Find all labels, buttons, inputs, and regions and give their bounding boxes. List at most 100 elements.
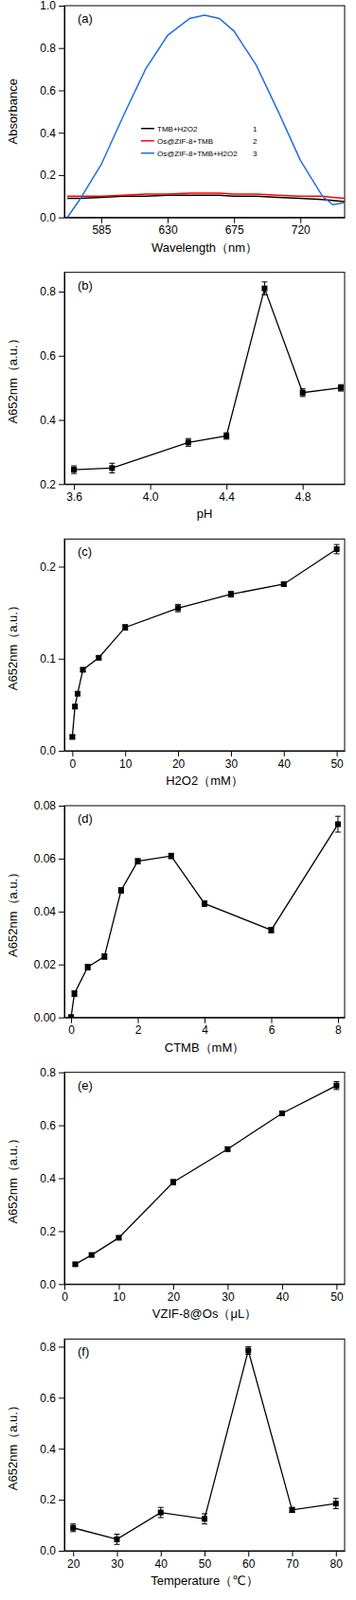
error-bar bbox=[70, 1524, 76, 1532]
data-point bbox=[170, 1179, 177, 1186]
y-tick-label: 0.6 bbox=[39, 84, 56, 98]
plot-frame bbox=[64, 1338, 345, 1551]
x-tick: 4.8 bbox=[295, 483, 312, 504]
x-tick-mark bbox=[300, 217, 302, 224]
data-point bbox=[69, 733, 75, 740]
y-tick: 0.0 bbox=[39, 744, 65, 758]
error-bar bbox=[71, 991, 78, 997]
data-point bbox=[71, 1261, 78, 1267]
data-point bbox=[168, 853, 175, 859]
y-tick: 0.8 bbox=[39, 41, 65, 55]
x-axis-title: H2O2（mM） bbox=[165, 773, 244, 788]
x-tick-mark bbox=[117, 1550, 119, 1557]
y-tick-label: 0.2 bbox=[39, 168, 56, 182]
series-line bbox=[67, 15, 345, 218]
data-point bbox=[95, 655, 102, 661]
error-bar bbox=[300, 389, 306, 397]
data-point bbox=[71, 703, 78, 710]
y-tick: 0.8 bbox=[39, 1340, 65, 1354]
y-tick-mark bbox=[58, 420, 65, 422]
y-tick-label: 0.2 bbox=[39, 478, 56, 492]
x-tick-label: 585 bbox=[91, 223, 111, 237]
x-tick-mark bbox=[138, 1017, 140, 1024]
x-tick: 720 bbox=[291, 217, 311, 238]
series-line bbox=[74, 1085, 337, 1265]
data-point bbox=[68, 1014, 74, 1018]
y-tick: 0.4 bbox=[39, 1442, 65, 1457]
marks bbox=[71, 282, 344, 474]
x-axis-title: VZIF-8@Os（μL） bbox=[152, 1306, 257, 1321]
error-bar bbox=[85, 964, 91, 971]
data-point bbox=[261, 285, 267, 292]
y-tick-label: 0.08 bbox=[34, 799, 57, 813]
legend-number: 2 bbox=[252, 137, 258, 146]
data-point bbox=[71, 466, 77, 473]
x-tick-mark bbox=[248, 1550, 250, 1557]
y-tick-label: 0.8 bbox=[39, 41, 56, 55]
panel-title: (a) bbox=[77, 11, 93, 26]
x-tick-mark bbox=[167, 217, 169, 224]
y-tick-mark bbox=[58, 48, 65, 50]
data-point bbox=[80, 666, 87, 673]
series-line bbox=[71, 824, 339, 1018]
y-tick-label: 0.8 bbox=[39, 1340, 56, 1354]
y-axis-title: A652nm（a.u.） bbox=[5, 332, 20, 424]
x-tick-mark bbox=[231, 750, 232, 757]
x-tick-label: 3.6 bbox=[66, 490, 83, 504]
y-tick-mark bbox=[58, 1346, 65, 1348]
x-tick-label: 8 bbox=[335, 1023, 342, 1037]
y-tick-mark bbox=[58, 1283, 65, 1285]
error-bar bbox=[168, 853, 175, 859]
x-tick-label: 20 bbox=[172, 757, 186, 771]
x-tick: 3.6 bbox=[66, 483, 83, 504]
x-tick: 0 bbox=[70, 750, 77, 771]
marks bbox=[70, 1346, 339, 1545]
data-point bbox=[101, 953, 107, 960]
data-point bbox=[201, 1515, 208, 1522]
marks bbox=[68, 816, 341, 1017]
y-tick-label: 0.0 bbox=[39, 1278, 56, 1292]
data-point bbox=[114, 1536, 121, 1543]
data-point bbox=[223, 433, 230, 440]
y-tick-label: 0.6 bbox=[39, 349, 56, 363]
y-tick: 0.1 bbox=[39, 652, 65, 666]
y-tick: 0.8 bbox=[39, 1066, 65, 1080]
y-tick-mark bbox=[58, 1448, 65, 1450]
data-point bbox=[135, 858, 142, 865]
x-tick-mark bbox=[71, 750, 73, 757]
x-tick: 585 bbox=[91, 217, 111, 238]
y-axis-title: A652nm（a.u.） bbox=[5, 599, 20, 691]
y-tick-label: 0.2 bbox=[39, 1493, 56, 1507]
legend-label: Os@ZIF-8+TMB bbox=[157, 137, 214, 146]
y-tick: 1.0 bbox=[39, 0, 65, 13]
x-tick-label: 30 bbox=[221, 1290, 235, 1304]
data-point bbox=[118, 887, 125, 893]
panel-title: (d) bbox=[77, 811, 93, 826]
x-tick-mark bbox=[150, 483, 152, 490]
y-tick-mark bbox=[58, 217, 65, 219]
x-tick: 80 bbox=[330, 1550, 344, 1571]
x-tick-label: 630 bbox=[159, 223, 178, 237]
y-tick-mark bbox=[58, 858, 65, 860]
data-point bbox=[108, 464, 115, 471]
y-axis-line bbox=[64, 272, 66, 485]
data-point bbox=[289, 1507, 296, 1513]
x-axis-title: Temperature（℃） bbox=[150, 1573, 259, 1588]
x-tick: 6 bbox=[268, 1017, 276, 1038]
x-tick-label: 6 bbox=[268, 1023, 276, 1037]
x-tick: 50 bbox=[198, 1550, 213, 1571]
error-bar bbox=[108, 462, 115, 473]
y-axis-line bbox=[64, 806, 66, 1019]
error-bar bbox=[335, 816, 341, 833]
y-tick: 0.0 bbox=[39, 1278, 65, 1292]
x-tick-label: 50 bbox=[330, 1290, 344, 1304]
plot-frame bbox=[64, 1072, 345, 1285]
x-axis: 20304050607080 bbox=[65, 1550, 346, 1571]
x-tick: 30 bbox=[221, 1283, 235, 1304]
x-tick: 0 bbox=[61, 1283, 69, 1304]
error-bar bbox=[334, 544, 340, 554]
x-tick-mark bbox=[292, 1550, 294, 1557]
x-axis: 3.64.04.44.8 bbox=[65, 483, 346, 504]
x-tick-label: 30 bbox=[225, 757, 239, 771]
legend-label: TMB+H2O2 bbox=[157, 124, 198, 134]
